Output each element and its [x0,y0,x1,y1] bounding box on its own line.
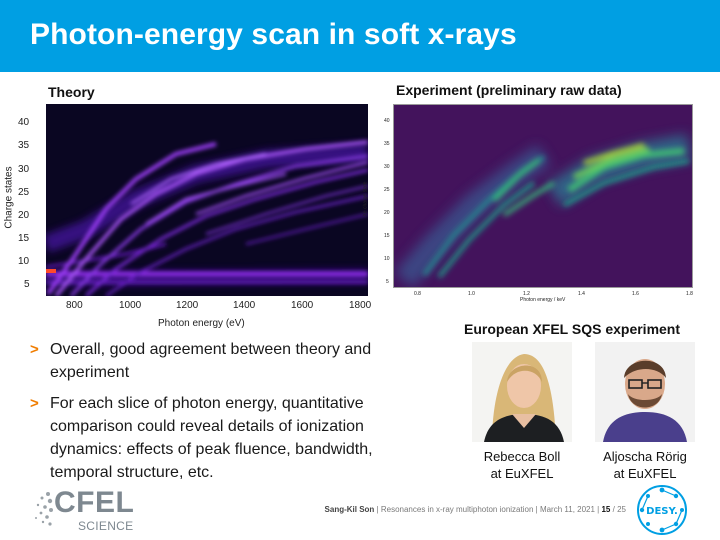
experiment-xtick: 0.8 [414,291,421,297]
desy-logo-icon: DESY. [637,485,687,535]
experiment-ytick: 15 [384,233,390,239]
cfel-dots-icon [35,492,53,526]
theory-xtick: 1600 [291,300,314,311]
experiment-label: Experiment (preliminary raw data) [396,82,622,98]
theory-xtick: 1800 [349,300,372,311]
theory-ytick: 5 [24,279,30,290]
theory-ytick: 35 [18,140,30,151]
bullet-text: For each slice of photon energy, quantit… [50,395,373,481]
bullet-item: > For each slice of photon energy, quant… [30,392,420,484]
theory-ylabel: Charge states [3,166,15,229]
person-photo-1 [472,342,572,442]
person-caption-2: Aljoscha Rörig at EuXFEL [575,448,715,482]
bullet-item: > Overall, good agreement between theory… [30,338,420,384]
theory-red-marker [46,269,56,273]
experiment-ytick: 20 [384,210,390,216]
experiment-xtick: 1.4 [578,291,585,297]
footer: Sang-Kil Son | Resonances in x-ray multi… [324,505,626,514]
theory-ytick: 15 [18,233,30,244]
bullet-text: Overall, good agreement between theory a… [50,341,372,381]
footer-date: March 11, 2021 [539,505,595,514]
person-name: Rebecca Boll [483,449,561,464]
sqs-heading: European XFEL SQS experiment [464,321,681,337]
footer-page-total: 25 [617,505,626,514]
footer-separator: | [535,505,538,514]
theory-ytick: 20 [18,210,30,221]
experiment-xtick: 1.6 [632,291,639,297]
experiment-xtick: 1.2 [523,291,530,297]
experiment-heatmap-graphic [394,105,692,287]
person-photo-2 [595,342,695,442]
theory-ytick: 40 [18,117,30,128]
footer-author: Sang-Kil Son [324,505,375,514]
footer-talk: Resonances in x-ray multiphoton ionizati… [380,505,534,514]
desy-wordmark: DESY. [646,506,678,517]
desy-logo: DESY. [636,484,688,536]
slide-title: Photon-energy scan in soft x-rays [30,18,517,51]
person-2-portrait [595,342,695,442]
person-affiliation: at EuXFEL [613,466,677,481]
experiment-ytick: 10 [384,256,390,262]
bullet-marker: > [30,341,39,358]
theory-xtick: 1000 [119,300,142,311]
experiment-xtick: 1.0 [468,291,475,297]
bullet-list: > Overall, good agreement between theory… [30,338,420,492]
experiment-heatmap [393,104,693,288]
experiment-ylabel: Xe charge state [362,181,369,217]
experiment-xlabel: Photon energy / keV [520,297,566,303]
person-name: Aljoscha Rörig [603,449,687,464]
theory-label: Theory [48,84,95,100]
theory-xtick: 1200 [176,300,199,311]
footer-separator: | [376,505,379,514]
footer-page-number: 15 [601,505,611,514]
experiment-ytick: 40 [384,118,390,124]
person-caption-1: Rebecca Boll at EuXFEL [452,448,592,482]
theory-xtick: 800 [66,300,83,311]
experiment-xtick: 1.8 [686,291,693,297]
theory-xtick: 1400 [233,300,256,311]
title-bar: Photon-energy scan in soft x-rays [0,0,720,72]
bullet-marker: > [30,395,39,412]
theory-ytick: 25 [18,187,30,198]
experiment-ytick: 5 [386,279,389,285]
cfel-subtitle: SCIENCE [78,519,134,533]
person-affiliation: at EuXFEL [490,466,554,481]
cfel-wordmark: CFEL [54,486,135,519]
theory-heatmap [46,104,368,296]
theory-heatmap-graphic [46,104,368,296]
experiment-ytick: 35 [384,141,390,147]
theory-ytick: 10 [18,256,30,267]
experiment-ytick: 30 [384,164,390,170]
theory-ytick: 30 [18,164,30,175]
footer-separator: | [597,505,600,514]
person-1-portrait [472,342,572,442]
theory-xlabel: Photon energy (eV) [158,318,245,329]
experiment-ytick: 25 [384,187,390,193]
cfel-logo: CFEL SCIENCE [32,486,136,536]
